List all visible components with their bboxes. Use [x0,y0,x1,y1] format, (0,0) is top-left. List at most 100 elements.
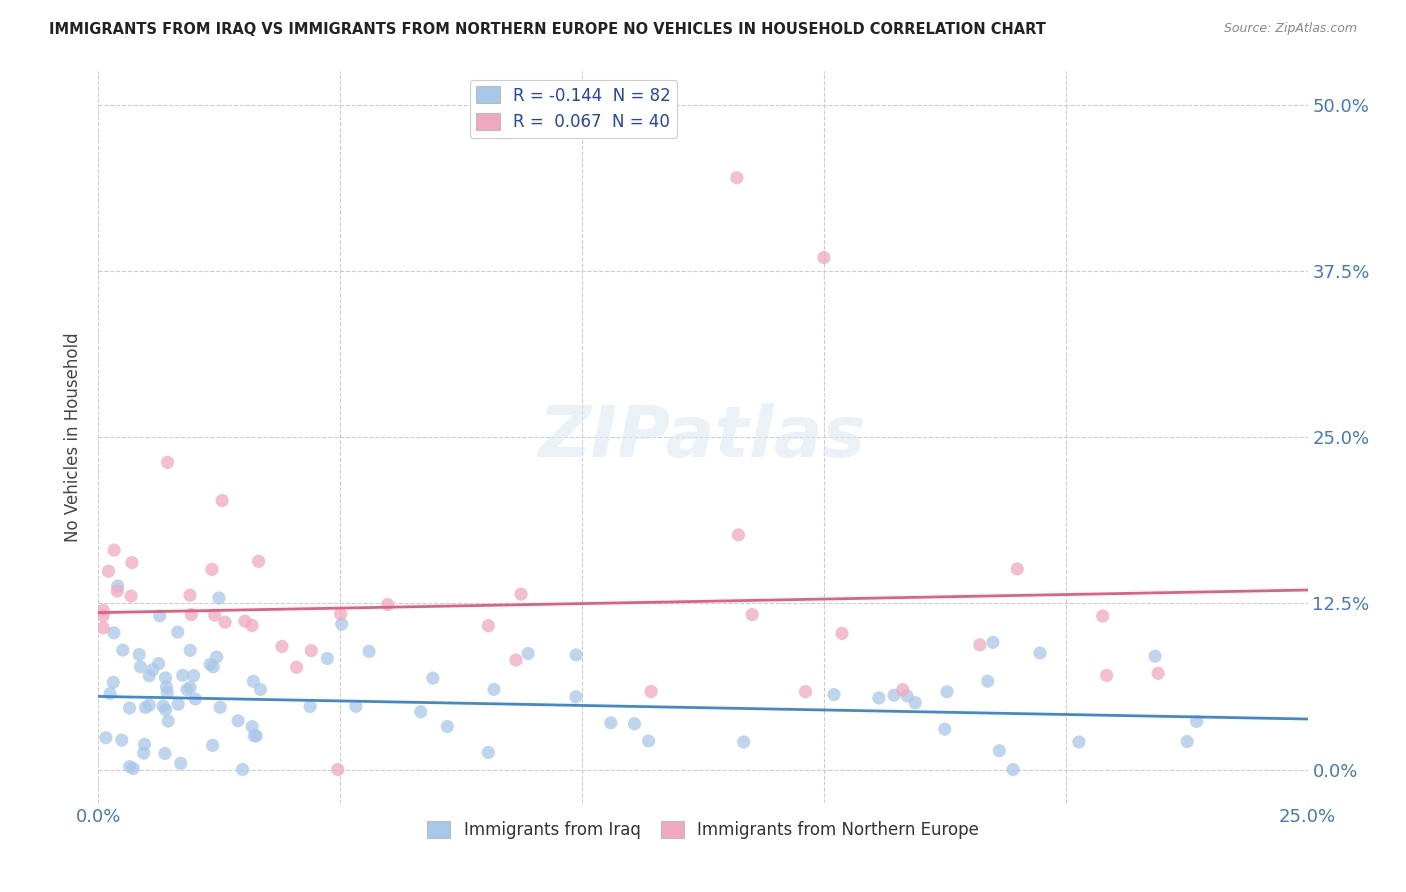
Point [249,682,271,697]
Point [326,763,349,777]
Point [142,663,165,677]
Point [1002,763,1025,777]
Point [741,607,763,622]
Point [103,543,125,558]
Point [155,680,177,694]
Point [172,668,194,682]
Point [179,681,201,695]
Point [155,703,177,717]
Point [118,759,141,773]
Point [733,735,755,749]
Point [344,699,367,714]
Point [377,598,399,612]
Point [896,689,918,703]
Point [167,697,190,711]
Point [637,734,659,748]
Point [184,692,207,706]
Point [299,643,322,657]
Point [179,643,201,657]
Point [1029,646,1052,660]
Point [111,643,134,657]
Point [727,528,749,542]
Point [409,705,432,719]
Point [823,688,845,702]
Point [97,564,120,578]
Point [201,562,224,576]
Point [981,635,1004,649]
Point [202,659,225,673]
Point [891,682,914,697]
Point [1147,666,1170,681]
Point [176,682,198,697]
Point [120,589,142,603]
Point [517,647,540,661]
Point [94,731,117,745]
Point [118,701,141,715]
Point [1067,735,1090,749]
Point [482,682,505,697]
Point [240,720,263,734]
Legend: Immigrants from Iraq, Immigrants from Northern Europe: Immigrants from Iraq, Immigrants from No… [420,814,986,846]
Point [240,618,263,632]
Point [477,746,499,760]
Point [91,621,114,635]
Point [640,684,662,698]
Point [170,756,193,771]
Point [505,653,527,667]
Point [232,763,254,777]
Point [138,698,160,712]
Point [91,603,114,617]
Point [329,607,352,621]
Point [103,675,125,690]
Point [135,700,157,714]
Point [148,657,170,671]
Point [205,650,228,665]
Point [107,579,129,593]
Point [103,625,125,640]
Point [422,671,444,685]
Point [138,669,160,683]
Point [111,733,134,747]
Point [359,644,381,658]
Y-axis label: No Vehicles in Household: No Vehicles in Household [65,332,83,542]
Point [969,638,991,652]
Point [904,696,927,710]
Point [226,714,249,728]
Point [209,700,232,714]
Point [128,648,150,662]
Point [1185,714,1208,729]
Point [976,674,998,689]
Point [121,556,143,570]
Point [149,608,172,623]
Point [934,722,956,736]
Point [316,651,339,665]
Point [330,617,353,632]
Point [271,640,294,654]
Point [211,493,233,508]
Point [201,739,224,753]
Point [988,744,1011,758]
Point [152,699,174,714]
Point [233,614,256,628]
Point [813,251,835,265]
Point [245,729,267,743]
Point [155,671,177,685]
Point [214,615,236,630]
Point [105,584,128,599]
Point [179,588,201,602]
Point [883,689,905,703]
Point [285,660,308,674]
Point [247,554,270,568]
Point [157,714,180,728]
Point [134,737,156,751]
Point [180,607,202,622]
Point [868,690,890,705]
Text: ZIPatlas: ZIPatlas [540,402,866,472]
Text: IMMIGRANTS FROM IRAQ VS IMMIGRANTS FROM NORTHERN EUROPE NO VEHICLES IN HOUSEHOLD: IMMIGRANTS FROM IRAQ VS IMMIGRANTS FROM … [49,22,1046,37]
Point [183,668,205,682]
Point [132,746,155,760]
Point [725,170,748,185]
Point [153,747,176,761]
Point [166,625,188,640]
Point [565,648,588,662]
